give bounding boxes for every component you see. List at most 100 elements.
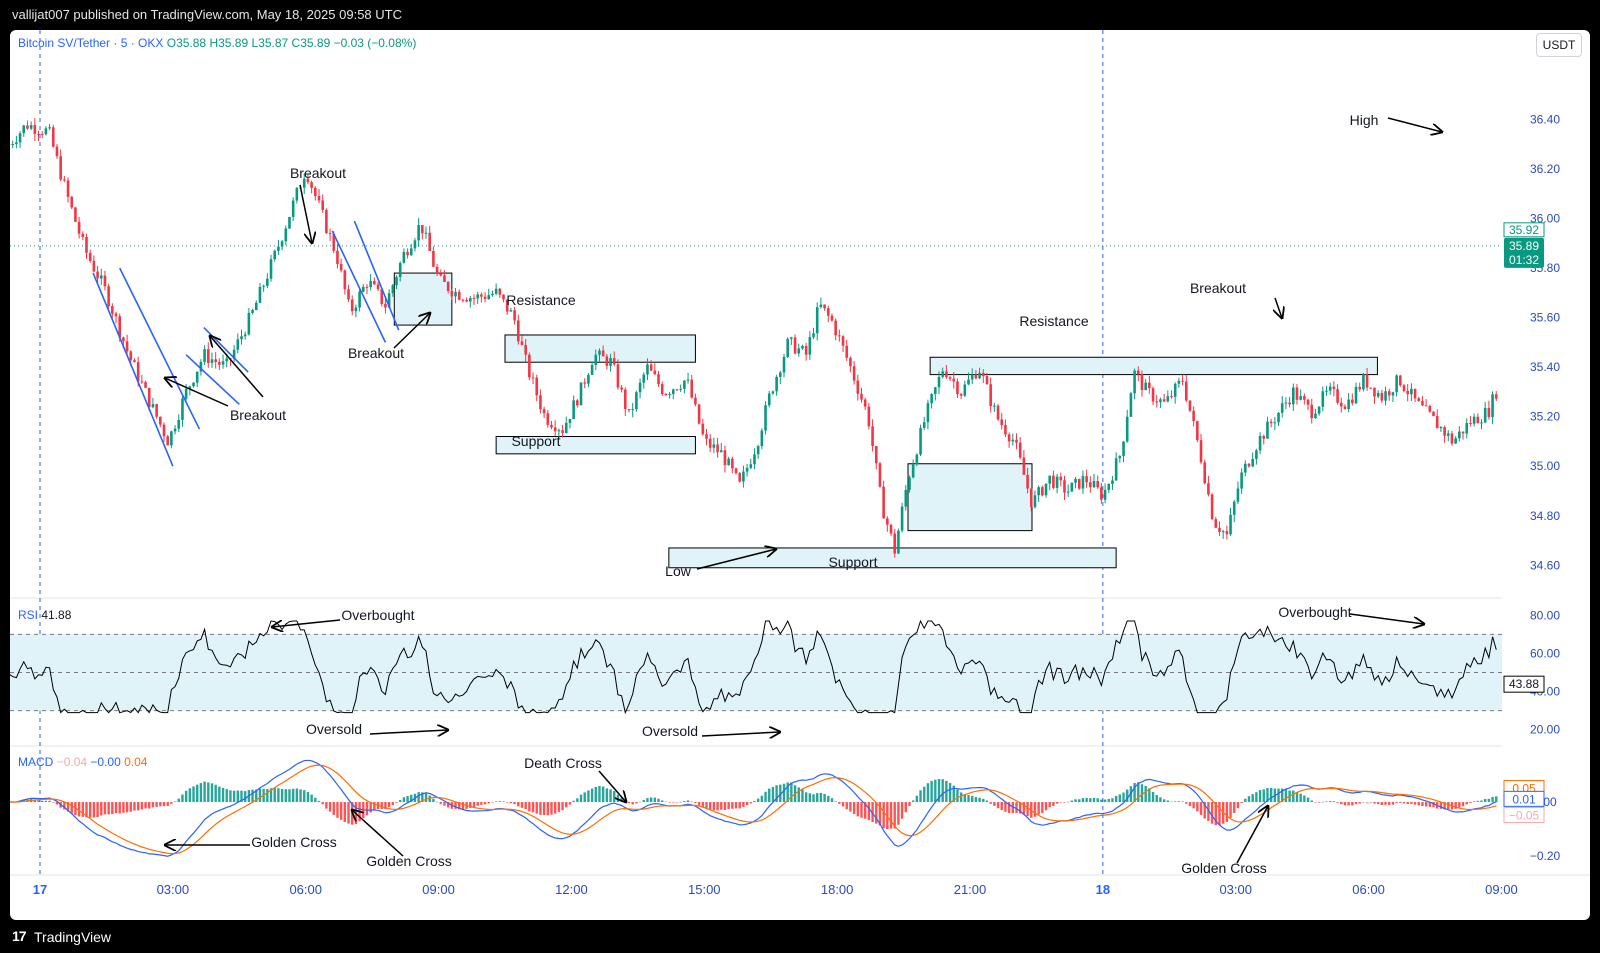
price-candle xyxy=(937,371,941,395)
macd-histogram-bar xyxy=(1144,785,1147,803)
price-candle xyxy=(243,331,247,340)
price-candle xyxy=(694,393,697,407)
price-candle xyxy=(1469,415,1472,427)
price-candle xyxy=(347,284,350,302)
candle-body xyxy=(1159,399,1162,403)
price-candle xyxy=(51,124,55,148)
price-candle xyxy=(1291,383,1295,411)
candle-body xyxy=(63,179,66,181)
macd-histogram-bar xyxy=(1255,792,1258,803)
price-candle xyxy=(192,382,195,388)
macd-histogram-bar xyxy=(103,802,107,815)
price-candle xyxy=(361,284,365,293)
price-candle xyxy=(417,217,420,247)
annotation-arrow xyxy=(393,313,430,349)
candle-body xyxy=(1188,400,1192,411)
candle-body xyxy=(1480,422,1483,424)
price-candle xyxy=(860,387,863,403)
price-candle xyxy=(1413,388,1417,402)
macd-histogram-bar xyxy=(1218,802,1221,826)
candle-body xyxy=(170,431,173,446)
macd-histogram-bar xyxy=(251,789,254,803)
candle-body xyxy=(48,127,51,129)
macd-histogram-bar xyxy=(1122,792,1125,803)
candle-body xyxy=(37,133,40,135)
price-candle xyxy=(1480,419,1483,430)
price-candle xyxy=(590,361,594,376)
candle-body xyxy=(1140,374,1144,391)
symbol-name[interactable]: Bitcoin SV/Tether · 5 · OKX xyxy=(18,36,164,50)
candle-body xyxy=(321,200,324,210)
rsi-tick-label: 60.00 xyxy=(1530,646,1560,660)
candle-body xyxy=(1063,480,1066,493)
candle-body xyxy=(1373,387,1376,397)
price-candle xyxy=(22,124,26,137)
price-candle xyxy=(1107,483,1111,494)
chart-frame[interactable]: 36.40 36.20 36.00 35.80 35.60 35.40 35.20 35.00… xyxy=(10,30,1590,920)
price-candle xyxy=(683,380,686,394)
macd-histogram-bar xyxy=(760,795,764,803)
candle-body xyxy=(908,477,911,490)
candle-body xyxy=(1229,514,1232,535)
price-candle xyxy=(734,467,738,475)
candle-body xyxy=(760,430,764,447)
price-candle xyxy=(450,289,454,301)
macd-histogram-bar xyxy=(982,798,985,803)
candle-body xyxy=(347,289,350,300)
price-candle xyxy=(1066,484,1070,497)
candle-body xyxy=(1299,396,1302,400)
macd-histogram-bar xyxy=(605,788,609,803)
candle-body xyxy=(33,125,37,134)
candle-body xyxy=(66,180,70,197)
macd-last-label: 0.01 xyxy=(1512,792,1536,806)
macd-histogram-bar xyxy=(1240,802,1243,804)
price-candle xyxy=(1306,398,1310,411)
macd-histogram-bar xyxy=(627,802,631,804)
candle-body xyxy=(1284,402,1288,404)
candle-body xyxy=(627,409,631,411)
macd-histogram-bar xyxy=(1491,796,1494,803)
price-candle xyxy=(528,352,531,381)
price-candle xyxy=(911,459,915,479)
macd-histogram-bar xyxy=(118,802,121,814)
candle-body xyxy=(184,388,188,399)
price-candle xyxy=(638,378,642,399)
price-candle xyxy=(690,374,694,399)
currency-button[interactable]: USDT xyxy=(1536,33,1582,57)
rsi-last-label: 43.88 xyxy=(1509,677,1539,691)
price-candle xyxy=(808,331,812,360)
candle-body xyxy=(974,374,978,379)
macd-histogram-bar xyxy=(1443,802,1446,810)
price-tick-label: 34.60 xyxy=(1530,558,1560,572)
candle-body xyxy=(1376,393,1380,397)
macd-histogram-bar xyxy=(369,802,372,813)
candle-body xyxy=(572,400,575,420)
macd-histogram-bar xyxy=(100,802,103,816)
macd-histogram-bar xyxy=(531,802,535,813)
macd-histogram-bar xyxy=(849,802,852,812)
candle-body xyxy=(387,293,391,308)
candle-body xyxy=(863,399,867,407)
macd-histogram-bar xyxy=(723,802,727,811)
candle-body xyxy=(206,349,210,363)
macd-histogram-bar xyxy=(255,789,258,803)
macd-histogram-bar xyxy=(498,801,502,803)
candle-body xyxy=(1487,408,1491,418)
footer-brand[interactable]: TradingView xyxy=(34,929,112,945)
chart-canvas[interactable]: 36.4036.2036.0035.8035.6035.4035.2035.00… xyxy=(10,30,1590,920)
macd-histogram-bar xyxy=(140,802,144,810)
price-candle xyxy=(978,367,981,380)
macd-histogram-bar xyxy=(70,802,73,814)
candle-body xyxy=(941,371,944,377)
candle-body xyxy=(1048,475,1052,484)
price-candle xyxy=(1114,452,1118,481)
candle-body xyxy=(671,389,675,394)
price-candle xyxy=(897,528,900,554)
candle-body xyxy=(461,299,465,301)
macd-histogram-bar xyxy=(727,802,730,810)
price-candle xyxy=(1314,408,1317,419)
macd-histogram-bar xyxy=(1233,802,1236,814)
candle-body xyxy=(638,382,642,393)
candle-body xyxy=(620,387,623,390)
candle-body xyxy=(380,289,384,304)
